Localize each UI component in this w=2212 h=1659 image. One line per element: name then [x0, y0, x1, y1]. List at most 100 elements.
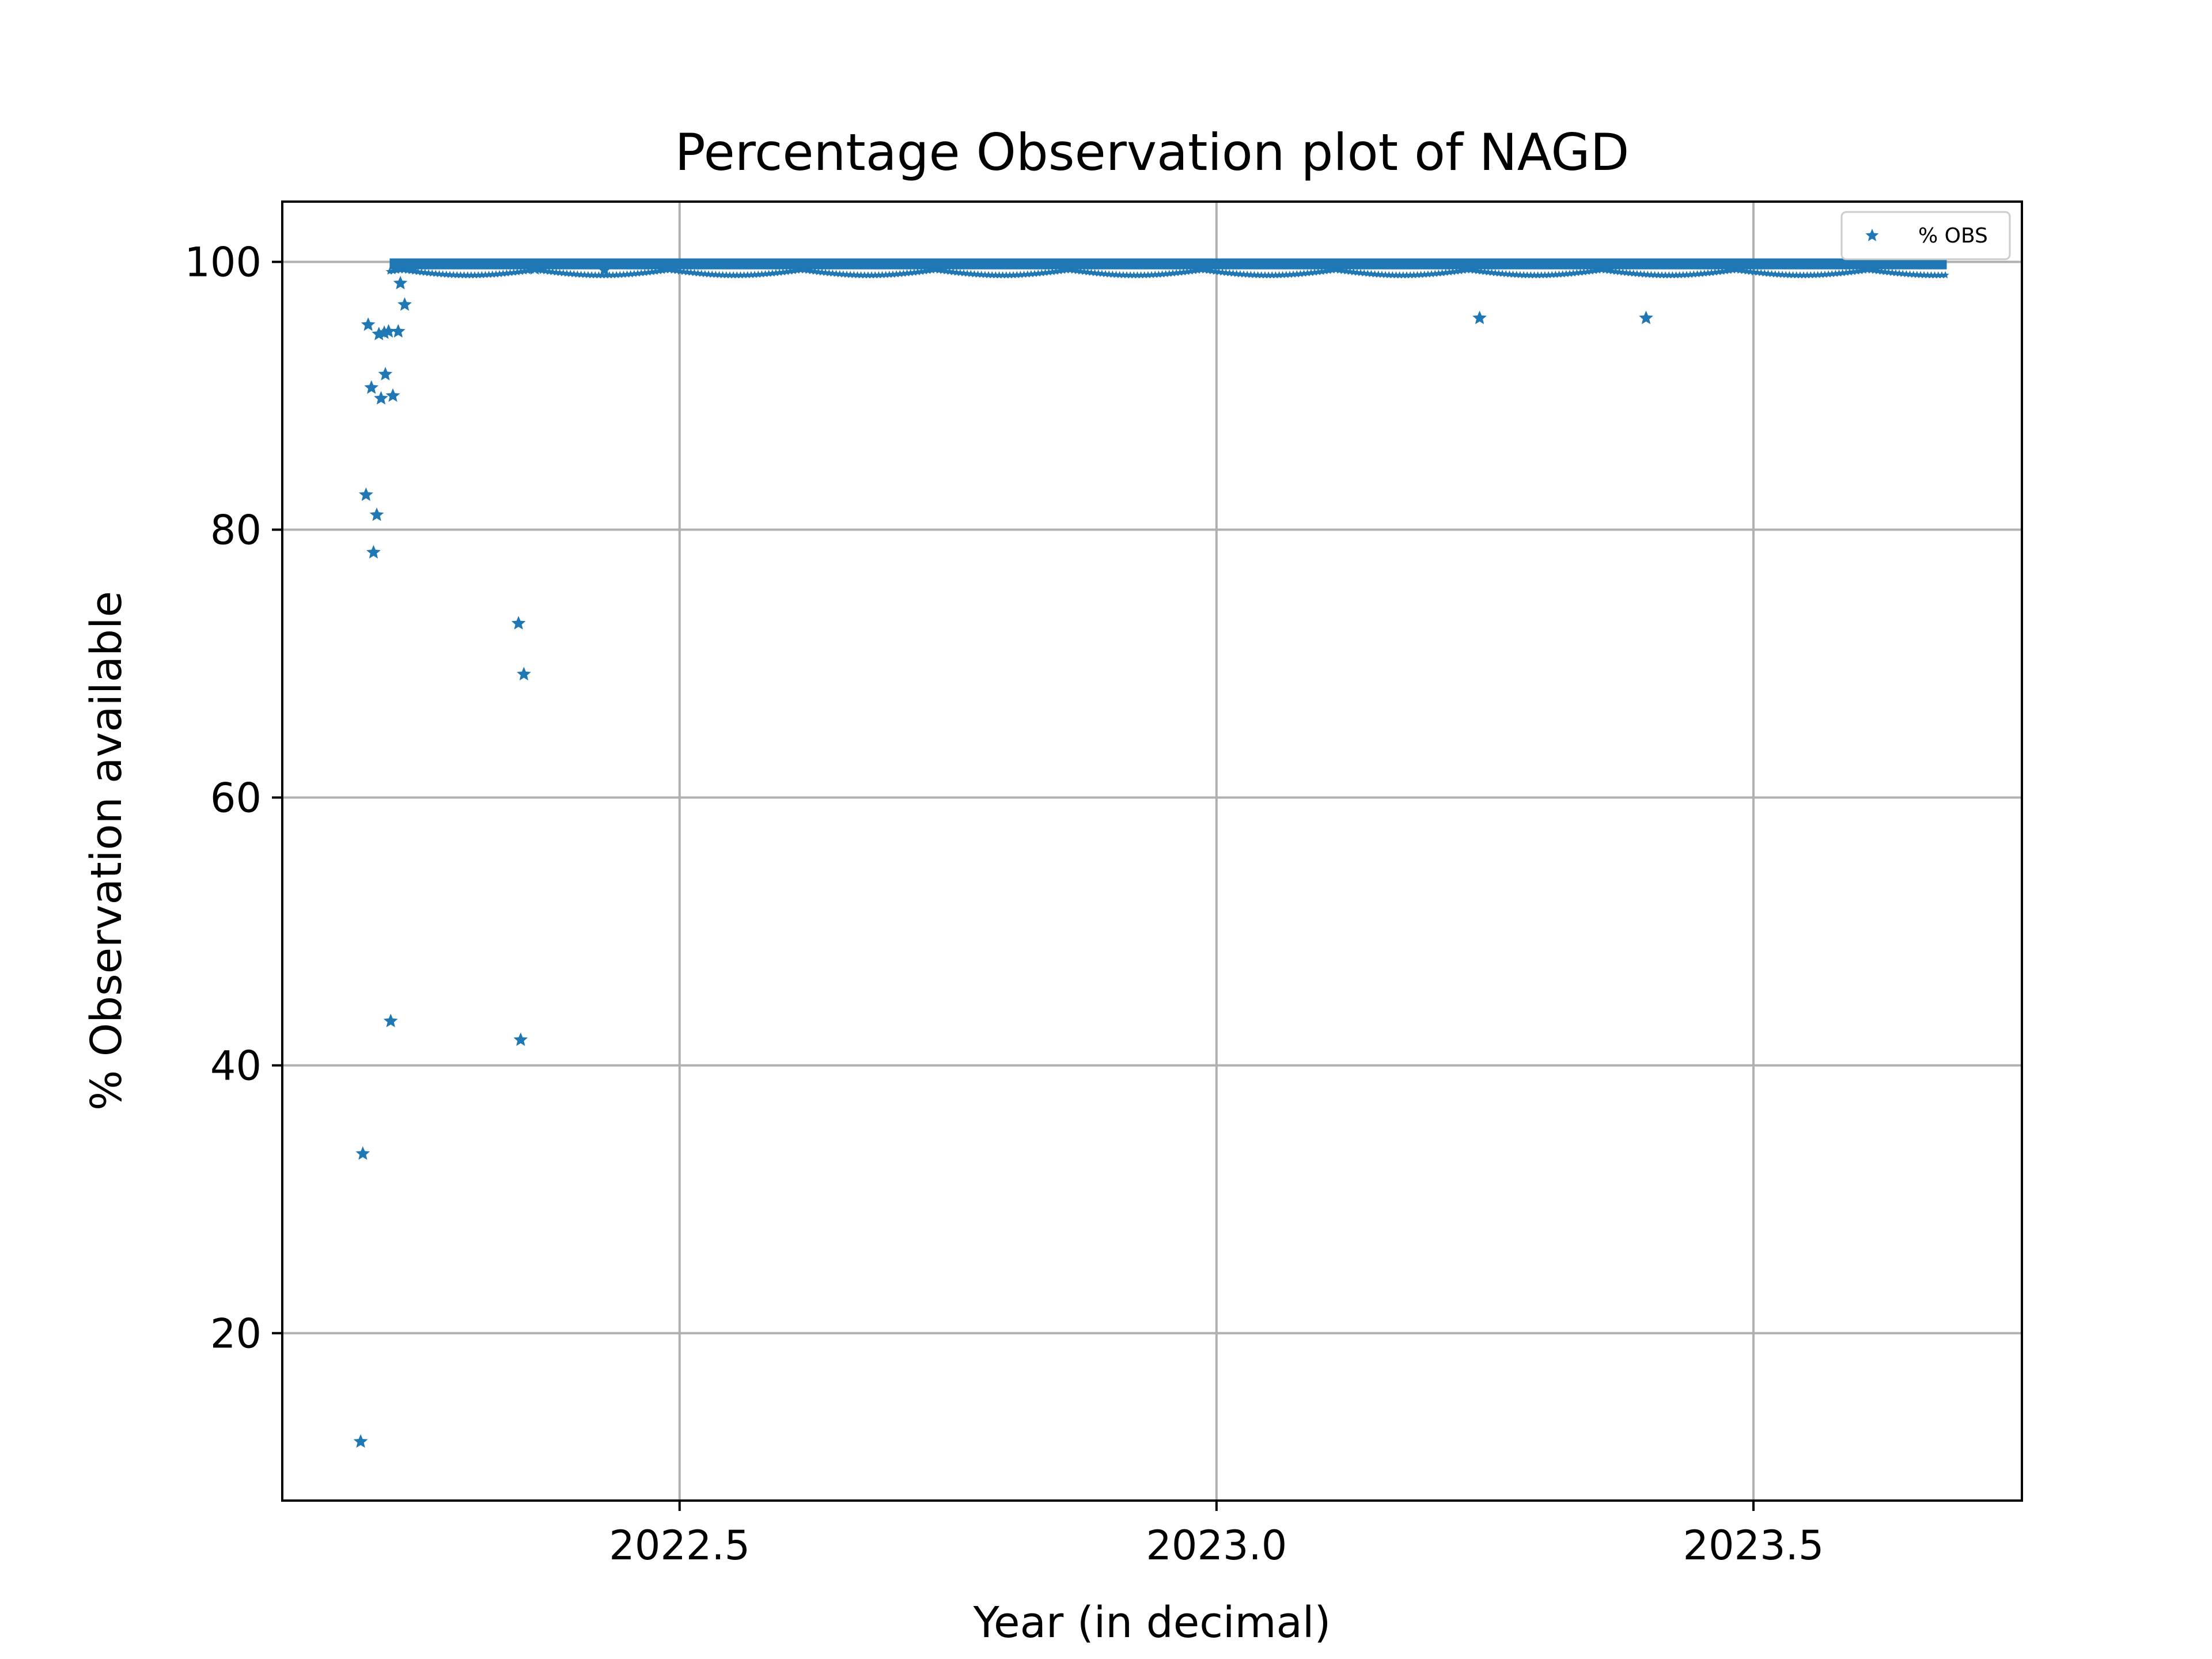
legend-marker: [1865, 229, 1879, 241]
x-axis-label: Year (in decimal): [973, 1598, 1331, 1647]
dense-point: [1445, 268, 1453, 276]
legend-star: [1865, 229, 1879, 241]
data-point: [374, 391, 388, 405]
dense-point: [1651, 271, 1659, 278]
dense-point: [967, 270, 975, 278]
dense-point: [1541, 271, 1549, 279]
dense-point: [1151, 270, 1159, 278]
chart-title: Percentage Observation plot of NAGD: [675, 123, 1630, 182]
dense-point: [850, 271, 858, 278]
data-point: [597, 262, 612, 276]
dense-point: [974, 270, 982, 278]
dense-point: [864, 271, 872, 279]
legend-box: [1840, 211, 2011, 260]
dense-point: [502, 269, 511, 277]
dense-point: [474, 271, 482, 279]
data-point: [369, 507, 384, 521]
dense-point: [1555, 270, 1563, 278]
dense-point: [1275, 271, 1283, 279]
dense-point: [761, 270, 770, 278]
dense-point: [1513, 271, 1521, 278]
dense-point: [1931, 271, 1939, 279]
dense-point: [1335, 266, 1343, 274]
plot-frame: [281, 200, 2023, 1502]
dense-point: [1941, 271, 1949, 279]
dense-point: [400, 266, 408, 274]
data-point: [511, 616, 526, 630]
dense-point: [1254, 271, 1262, 279]
dense-point: [1233, 270, 1241, 277]
dense-point: [1077, 267, 1085, 275]
dense-point: [892, 270, 900, 278]
dense-point: [1062, 266, 1071, 274]
dense-point: [1371, 270, 1379, 278]
dense-point: [1452, 267, 1460, 275]
dense-point: [857, 271, 865, 279]
dense-point: [1902, 270, 1911, 278]
dense-point: [1534, 271, 1542, 279]
x-tick-label: 2023.5: [1683, 1522, 1824, 1569]
dense-point: [1363, 270, 1372, 277]
dense-point: [1070, 266, 1078, 274]
dense-point: [1814, 271, 1822, 278]
dense-point: [726, 271, 734, 279]
dense-point: [1608, 267, 1616, 275]
data-point: [385, 388, 400, 402]
dense-point: [828, 269, 837, 277]
dense-point: [953, 268, 961, 276]
data-point: [377, 325, 392, 339]
dense-point: [637, 269, 645, 276]
dense-point: [945, 267, 954, 275]
dense-point: [701, 270, 709, 278]
dense-point: [414, 268, 422, 275]
dense-point: [1041, 268, 1050, 276]
dense-point: [797, 266, 805, 274]
y-tick-label: 40: [210, 1042, 262, 1089]
dense-point: [1711, 268, 1719, 276]
dense-band-fill: [389, 258, 1947, 270]
dense-point: [1417, 271, 1425, 278]
dense-point: [673, 267, 681, 274]
dense-point: [467, 271, 475, 279]
dense-point: [885, 270, 893, 278]
dense-point: [687, 268, 695, 276]
y-tick-label: 60: [210, 775, 262, 822]
y-tick-label: 100: [184, 239, 262, 286]
dense-point: [1718, 267, 1726, 275]
dense-point: [981, 271, 989, 278]
dense-point: [1562, 270, 1570, 278]
dense-point: [1923, 271, 1931, 279]
dense-point: [1800, 271, 1808, 279]
dense-point: [1643, 270, 1652, 278]
dense-point: [1048, 268, 1056, 275]
data-point: [1472, 310, 1487, 324]
dense-point: [1637, 270, 1645, 278]
dense-point: [1842, 268, 1850, 276]
dense-point: [577, 270, 585, 278]
dense-point: [598, 271, 607, 279]
data-point: [517, 666, 531, 681]
dense-point: [988, 271, 996, 279]
data-points: [353, 259, 1653, 1448]
dense-point: [931, 266, 940, 274]
dense-point: [1658, 271, 1666, 279]
dense-point: [1130, 271, 1138, 279]
dense-point: [843, 270, 851, 278]
dense-point: [1027, 270, 1035, 278]
dense-point: [1172, 268, 1180, 276]
data-point: [383, 1013, 398, 1028]
dense-point: [1321, 267, 1330, 275]
dense-point: [1158, 270, 1166, 278]
dense-data-band: [385, 258, 1949, 279]
x-tick-label: 2022.5: [609, 1522, 750, 1569]
dense-point: [938, 267, 946, 274]
legend: % OBS: [1840, 211, 2011, 260]
dense-point: [1268, 271, 1276, 279]
dense-point: [1821, 270, 1829, 278]
dense-point: [1739, 267, 1748, 274]
data-point: [355, 1146, 370, 1160]
dense-point: [1225, 269, 1234, 276]
data-point: [381, 324, 396, 338]
